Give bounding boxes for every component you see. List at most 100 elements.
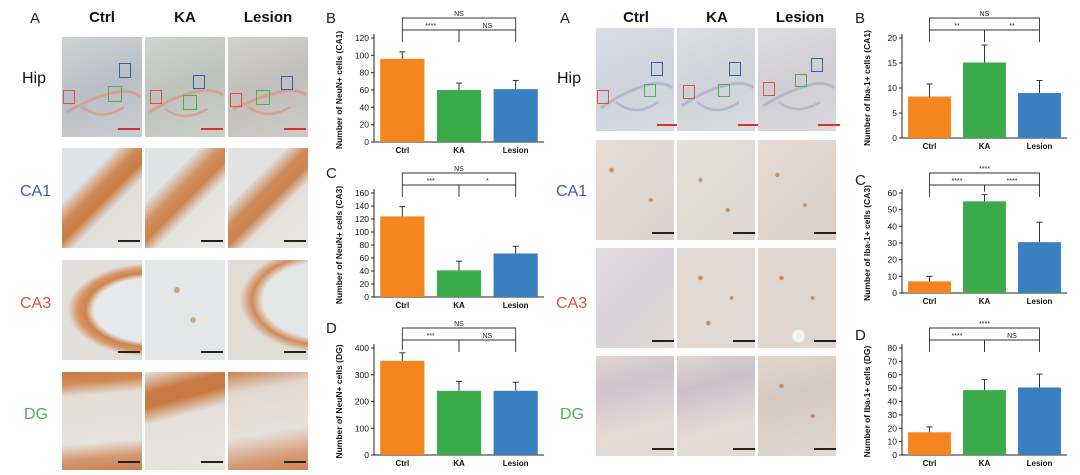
roi-dg-box xyxy=(183,95,197,110)
significance-bracket xyxy=(929,29,985,42)
x-tick-label: Ctrl xyxy=(395,459,409,468)
roi-ca3-box xyxy=(230,93,242,107)
bar-lesion xyxy=(493,253,538,297)
panel-d-letter: D xyxy=(855,327,866,344)
row-label-dg: DG xyxy=(560,406,584,423)
y-tick-label: 400 xyxy=(355,343,369,353)
scale-bar xyxy=(118,351,140,353)
x-tick-label: KA xyxy=(979,297,991,306)
y-tick-label: 50 xyxy=(888,383,898,393)
neun-dg-bar-chart: Number of NeuN+ cells (DG) 0 100 200 300 400 C… xyxy=(334,321,544,468)
y-tick-label: 0 xyxy=(364,450,369,460)
y-tick-label: 40 xyxy=(360,102,370,112)
x-tick-label: Lesion xyxy=(1027,459,1053,468)
y-tick-label: 20 xyxy=(888,33,898,43)
significance-bracket xyxy=(401,29,460,42)
significance-label: **** xyxy=(952,333,963,340)
bar-lesion xyxy=(1018,242,1061,293)
significance-label: *** xyxy=(427,333,435,340)
micrograph-hip-ka xyxy=(145,37,225,137)
scale-bar xyxy=(201,240,223,242)
micrograph-dg-lesion xyxy=(228,372,308,470)
y-tick-label: 30 xyxy=(888,410,898,420)
panel-b-letter: B xyxy=(326,10,337,27)
bar-ka xyxy=(436,90,482,142)
micrograph-ca1-ka xyxy=(145,148,225,248)
significance-label: **** xyxy=(1007,178,1018,185)
column-header-ka: KA xyxy=(706,9,728,26)
scale-bar xyxy=(201,461,223,463)
x-tick-label: KA xyxy=(979,142,991,151)
x-tick-label: KA xyxy=(453,459,465,468)
y-tick-label: 20 xyxy=(360,120,370,130)
scale-bar xyxy=(733,340,755,342)
bar-ctrl xyxy=(908,432,951,455)
bar-ctrl xyxy=(908,96,951,138)
scale-bar xyxy=(201,351,223,353)
x-tick-label: KA xyxy=(453,146,465,155)
y-tick-label: 80 xyxy=(888,343,898,353)
row-label-ca3: CA3 xyxy=(20,295,52,312)
y-tick-label: 40 xyxy=(888,397,898,407)
y-tick-label: 40 xyxy=(360,266,370,276)
x-tick-label: Ctrl xyxy=(923,297,937,306)
roi-dg-box xyxy=(108,86,122,102)
roi-dg-box xyxy=(795,74,807,87)
scale-bar xyxy=(818,124,840,126)
bar-ctrl xyxy=(908,281,951,293)
neun-ca3-bar-chart: Number of NeuN+ cells (CA3) 0 20 40 60 80 100 1… xyxy=(334,166,544,310)
iba1-ca3-bar-chart: Number of Iba-1+ cells (CA3) 0 10 20 30 40 50 6… xyxy=(862,166,1067,306)
y-tick-label: 10 xyxy=(888,271,898,281)
column-header-ctrl: Ctrl xyxy=(623,9,649,26)
bar-lesion xyxy=(493,390,538,455)
y-axis-label: Number of Iba-1+ cells (CA1) xyxy=(862,30,872,146)
micrograph-hip-lesion xyxy=(758,28,836,131)
y-tick-label: 100 xyxy=(355,50,369,60)
y-tick-label: 60 xyxy=(888,188,898,198)
x-tick-label: Lesion xyxy=(503,301,529,310)
significance-bracket xyxy=(401,327,517,340)
significance-bracket xyxy=(929,172,1040,185)
x-tick-label: Ctrl xyxy=(923,459,937,468)
x-tick-label: Lesion xyxy=(503,146,529,155)
significance-label: **** xyxy=(979,321,990,328)
micrograph-dg-ctrl xyxy=(596,356,674,456)
roi-dg-box xyxy=(718,84,730,97)
row-label-ca1: CA1 xyxy=(556,183,588,200)
y-tick-label: 80 xyxy=(360,68,370,78)
micrograph-ca1-ctrl xyxy=(62,148,142,248)
roi-ca1-box xyxy=(729,62,741,76)
column-header-ka: KA xyxy=(174,9,196,26)
y-tick-label: 20 xyxy=(888,255,898,265)
significance-label: NS xyxy=(454,11,464,18)
micrograph-dg-lesion xyxy=(758,356,836,456)
x-tick-label: KA xyxy=(453,301,465,310)
y-tick-label: 0 xyxy=(364,292,369,302)
significance-label: * xyxy=(486,178,489,185)
micrograph-hip-lesion xyxy=(228,37,308,137)
x-tick-label: Ctrl xyxy=(395,146,409,155)
bar-lesion xyxy=(1018,93,1061,138)
scale-bar xyxy=(118,128,140,130)
micrograph-ca1-ka xyxy=(677,140,755,240)
micrograph-ca3-lesion xyxy=(758,248,836,348)
neun-ca1-bar-chart: Number of NeuN+ cells (CA1) 0 20 40 60 80 100 1… xyxy=(334,11,544,155)
bar-ctrl xyxy=(380,216,425,297)
bar-ka xyxy=(963,390,1006,455)
y-tick-label: 300 xyxy=(355,370,369,380)
row-label-ca1: CA1 xyxy=(20,183,52,200)
scale-bar xyxy=(814,232,836,234)
roi-dg-box xyxy=(644,84,656,97)
scale-bar xyxy=(814,448,836,450)
micrograph-dg-ka xyxy=(677,356,755,456)
micrograph-ca1-lesion xyxy=(758,140,836,240)
significance-bracket xyxy=(929,184,985,197)
significance-bracket xyxy=(929,17,1040,30)
scale-bar xyxy=(284,351,306,353)
significance-label: NS xyxy=(454,321,464,328)
y-axis-label: Number of NeuN+ cells (DG) xyxy=(334,344,344,458)
scale-bar xyxy=(118,461,140,463)
bar-ka xyxy=(963,62,1006,138)
micrograph-ca3-ka xyxy=(677,248,755,348)
y-tick-label: 5 xyxy=(892,108,897,118)
